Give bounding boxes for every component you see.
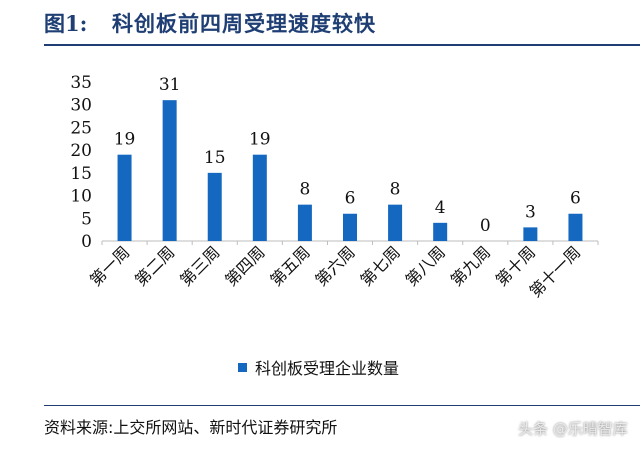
bar: [568, 213, 583, 241]
bar: [117, 154, 132, 241]
data-label: 19: [114, 130, 136, 150]
bar-chart: 0510152025303519第一周31第二周15第三周19第四周8第五周6第…: [70, 73, 599, 301]
x-tick-label: 第六周: [311, 242, 358, 289]
x-tick-label: 第二周: [131, 242, 178, 289]
data-label: 8: [390, 180, 401, 200]
bar: [433, 222, 448, 241]
x-tick-label: 第七周: [357, 242, 404, 289]
x-tick-label: 第四周: [221, 242, 268, 289]
data-label: 4: [435, 198, 446, 218]
data-label: 0: [480, 216, 491, 236]
x-tick-label: 第八周: [402, 242, 449, 289]
y-tick-label: 30: [70, 96, 92, 116]
data-label: 6: [345, 189, 356, 209]
x-tick-label: 第三周: [176, 242, 223, 289]
source-note: 资料来源:上交所网站、新时代证券研究所: [44, 418, 338, 437]
header-rule: [44, 44, 640, 46]
y-tick-label: 35: [70, 73, 92, 93]
x-tick-label: 第九周: [447, 242, 494, 289]
chart-title: 科创板前四周受理速度较快: [112, 12, 376, 36]
figure-header: 图1: 科创板前四周受理速度较快: [0, 0, 640, 46]
y-tick-label: 20: [70, 141, 92, 161]
y-tick-label: 10: [70, 187, 92, 207]
data-label: 19: [249, 130, 271, 150]
x-tick-label: 第一周: [86, 242, 133, 289]
footer-rule: [44, 405, 640, 406]
bar: [252, 154, 267, 241]
y-tick-label: 15: [70, 164, 92, 184]
bar: [162, 100, 177, 241]
data-label: 8: [299, 180, 310, 200]
y-tick-label: 0: [81, 232, 92, 252]
bar: [297, 204, 312, 241]
data-label: 3: [525, 202, 536, 222]
watermark: 头条 @乐晴智库: [518, 420, 628, 438]
y-tick-label: 5: [81, 209, 92, 229]
figure-label: 图1:: [44, 11, 88, 36]
data-label: 6: [570, 189, 581, 209]
y-tick-label: 25: [70, 118, 92, 138]
data-label: 31: [159, 75, 181, 95]
bar: [388, 204, 403, 241]
bar: [207, 172, 222, 241]
bar: [523, 227, 538, 241]
data-label: 15: [204, 148, 226, 168]
bar: [343, 213, 357, 241]
legend-swatch: [238, 362, 247, 372]
x-tick-label: 第五周: [266, 242, 313, 289]
legend: 科创板受理企业数量: [238, 355, 399, 379]
legend-label: 科创板受理企业数量: [255, 359, 400, 378]
